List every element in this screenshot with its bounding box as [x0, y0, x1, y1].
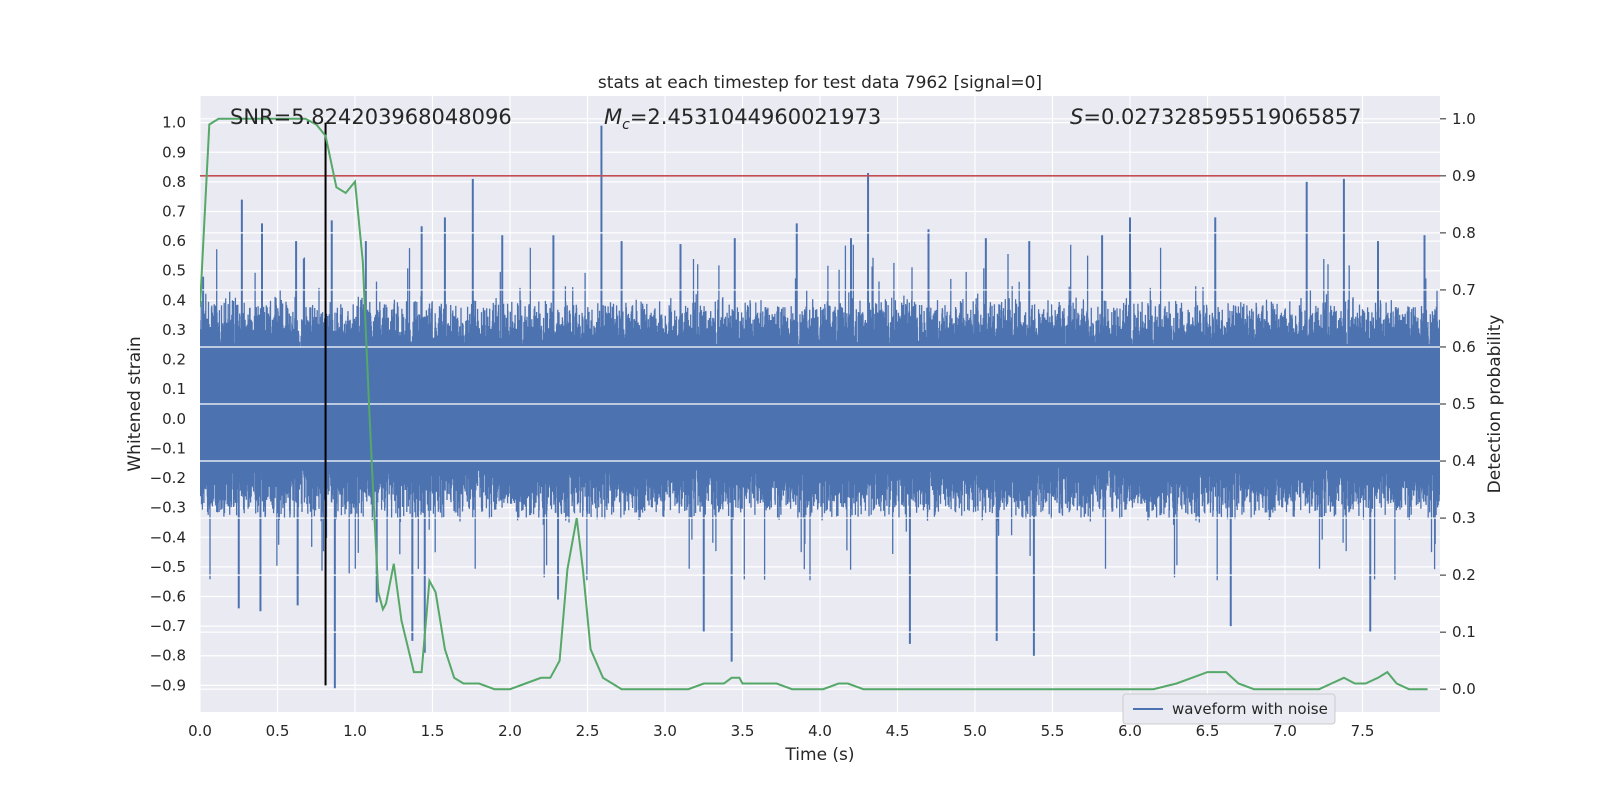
- x-tick-label: 6.5: [1196, 722, 1220, 740]
- x-tick-label: 2.0: [498, 722, 522, 740]
- x-tick-label: 0.0: [188, 722, 212, 740]
- left-tick-label: −0.8: [150, 647, 186, 665]
- legend-label-waveform: waveform with noise: [1172, 700, 1328, 718]
- x-tick-label: 7.5: [1351, 722, 1375, 740]
- right-tick-label: 1.0: [1452, 110, 1476, 128]
- series-detection-probability: [200, 117, 1428, 691]
- right-tick-label: 0.8: [1452, 224, 1476, 242]
- chirp-mass-annotation: Mc=2.4531044960021973: [604, 105, 881, 133]
- left-tick-label: −0.1: [150, 439, 186, 457]
- x-tick-label: 0.5: [266, 722, 290, 740]
- waveform-trace: [200, 244, 1440, 581]
- chirp-mass-subscript: c: [622, 117, 630, 133]
- right-tick-label: 0.7: [1452, 281, 1476, 299]
- x-tick-label: 2.5: [576, 722, 600, 740]
- left-tick-label: 0.4: [162, 291, 186, 309]
- left-axis-ticks: −0.9 −0.8 −0.7 −0.6 −0.5 −0.4 −0.3 −0.2 −0.1 0.0 0…: [150, 114, 186, 695]
- x-tick-label: 5.5: [1041, 722, 1065, 740]
- left-tick-label: −0.6: [150, 588, 186, 606]
- x-tick-label: 5.0: [963, 722, 987, 740]
- left-tick-label: 0.6: [162, 232, 186, 250]
- x-tick-label: 1.5: [421, 722, 445, 740]
- s-symbol: S: [1070, 105, 1083, 129]
- x-tick-label: 4.5: [886, 722, 910, 740]
- left-tick-label: 0.9: [162, 143, 186, 161]
- left-tick-label: −0.3: [150, 499, 186, 517]
- x-tick-label: 6.0: [1118, 722, 1142, 740]
- left-tick-label: 0.1: [162, 380, 186, 398]
- x-tick-label: 1.0: [343, 722, 367, 740]
- s-value: =0.027328595519065857: [1083, 105, 1361, 129]
- right-tick-label: 0.6: [1452, 338, 1476, 356]
- left-tick-label: −0.4: [150, 528, 186, 546]
- grid-right-axis: [200, 118, 1440, 690]
- left-tick-label: −0.5: [150, 558, 186, 576]
- left-tick-label: −0.7: [150, 617, 186, 635]
- x-axis-label: Time (s): [784, 745, 854, 765]
- left-tick-label: 0.8: [162, 173, 186, 191]
- left-tick-label: −0.2: [150, 469, 186, 487]
- right-tick-label: 0.2: [1452, 566, 1476, 584]
- left-tick-label: 0.5: [162, 262, 186, 280]
- left-tick-label: 0.0: [162, 410, 186, 428]
- x-tick-label: 3.0: [653, 722, 677, 740]
- right-axis-label: Detection probability: [1485, 315, 1505, 494]
- left-tick-label: 0.3: [162, 321, 186, 339]
- left-tick-label: 1.0: [162, 114, 186, 132]
- x-axis-ticks: 0.0 0.5 1.0 1.5 2.0 2.5 3.0 3.5 4.0 4.5 5.0 5.5 6.0 6…: [188, 722, 1374, 740]
- legend-box: [1122, 693, 1336, 725]
- left-tick-label: 0.2: [162, 351, 186, 369]
- right-tick-label: 0.5: [1452, 395, 1476, 413]
- x-tick-label: 3.5: [731, 722, 755, 740]
- snr-annotation: SNR=5.824203968048096: [230, 105, 512, 129]
- right-axis-ticks: 0.0 0.1 0.2 0.3 0.4 0.5 0.6 0.7 0.8 0.9 1.0: [1440, 110, 1476, 698]
- left-axis-label: Whitened strain: [125, 336, 145, 471]
- left-tick-label: 0.7: [162, 203, 186, 221]
- x-tick-label: 4.0: [808, 722, 832, 740]
- x-tick-label: 7.0: [1273, 722, 1297, 740]
- chirp-mass-symbol: M: [604, 105, 622, 129]
- right-tick-label: 0.0: [1452, 680, 1476, 698]
- right-tick-label: 0.3: [1452, 509, 1476, 527]
- chart-title: stats at each timestep for test data 796…: [598, 73, 1042, 93]
- right-tick-label: 0.4: [1452, 452, 1476, 470]
- left-tick-label: −0.9: [150, 676, 186, 694]
- chirp-mass-value: =2.4531044960021973: [630, 105, 881, 129]
- legend: waveform with noise: [1122, 693, 1336, 725]
- s-annotation: S=0.027328595519065857: [1070, 105, 1361, 129]
- right-tick-label: 0.9: [1452, 167, 1476, 185]
- right-tick-label: 0.1: [1452, 623, 1476, 641]
